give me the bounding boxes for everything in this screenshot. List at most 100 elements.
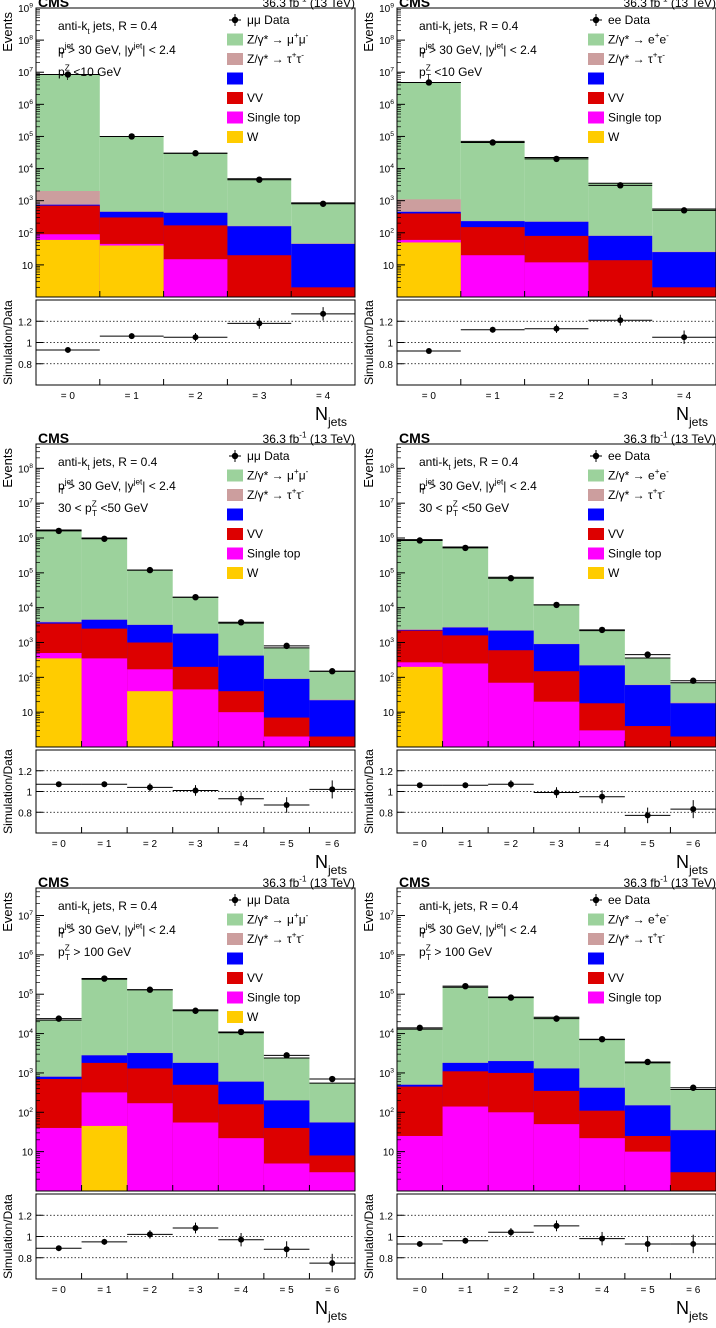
legend-swatch-ttbar <box>588 72 604 85</box>
data-point-2 <box>507 994 515 1001</box>
ratio-point-0 <box>416 782 423 789</box>
data-point-4 <box>680 207 688 214</box>
ratio-ytick-label: 0.8 <box>379 360 393 371</box>
ratio-frame <box>396 299 716 386</box>
legend-label-vv: VV <box>608 527 624 541</box>
xtick-label: = 3 <box>549 839 564 850</box>
legend-swatch-st <box>227 547 243 560</box>
zpt-cut-label: pZ T > 100 GeV <box>58 944 131 962</box>
xtick-label: = 6 <box>686 839 701 850</box>
bar-st-3 <box>533 1124 580 1191</box>
data-point-0 <box>64 71 72 78</box>
xtick-label: = 3 <box>188 1285 203 1296</box>
legend-swatch-zll <box>227 913 243 926</box>
data-point-3 <box>553 601 560 609</box>
legend-label-st: Single top <box>247 547 301 561</box>
ratio-ytick-label: 1.2 <box>379 1211 393 1222</box>
jet-cut-label: pjet T > 30 GeV, |yjet| < 2.4 <box>58 42 176 60</box>
experiment-label: CMS <box>38 0 69 10</box>
ratio-point-1 <box>462 782 469 789</box>
bar-w-0 <box>397 242 461 297</box>
lumi-label: 36.3 fb-1 (13 TeV) <box>263 0 355 10</box>
ratio-point-4 <box>320 310 327 317</box>
data-point-4 <box>237 619 245 626</box>
ytick-label: 106 <box>18 99 33 112</box>
xtick-label: = 4 <box>234 839 249 850</box>
data-point-3 <box>192 593 199 601</box>
xtick-label: = 3 <box>188 839 203 850</box>
ratio-point-5 <box>283 1246 290 1253</box>
jet-cut-label: pjet T > 30 GeV, |yjet| < 2.4 <box>419 42 537 60</box>
xtick-label: = 2 <box>549 391 564 402</box>
ratio-point-0 <box>55 1245 62 1252</box>
ylabel-ratio: Simulation/Data <box>1 300 15 385</box>
bar-st-2 <box>127 1103 173 1191</box>
legend-label-zll: Z/γ* → e+e- <box>608 467 669 482</box>
ytick-label: 106 <box>18 533 33 546</box>
experiment-label: CMS <box>38 430 69 446</box>
xtick-label: = 4 <box>316 391 331 402</box>
data-point-5 <box>644 1058 651 1066</box>
ratio-frame <box>35 1193 356 1280</box>
legend-label-st: Single top <box>247 111 301 125</box>
xtick-label: = 0 <box>52 839 67 850</box>
legend-swatch-ztt <box>588 933 604 945</box>
xtick-label: = 2 <box>143 839 158 850</box>
ytick-label: 106 <box>379 949 394 962</box>
ytick-label: 102 <box>379 227 394 240</box>
ratio-point-2 <box>192 334 199 341</box>
lumi-label: 36.3 fb-1 (13 TeV) <box>624 0 716 10</box>
xtick-label: = 3 <box>252 391 267 402</box>
ratio-ytick-label: 1.2 <box>18 317 32 328</box>
ytick-label: 104 <box>379 163 394 176</box>
ytick-label: 109 <box>18 3 33 16</box>
bar-vv-3 <box>588 260 653 297</box>
ytick-label: 107 <box>18 67 33 80</box>
data-point-4 <box>598 1035 606 1043</box>
bar-w-1 <box>99 245 164 297</box>
xtick-label: = 2 <box>143 1285 158 1296</box>
xtick-label: = 3 <box>613 391 628 402</box>
ratio-point-0 <box>416 1240 423 1247</box>
xtick-label: = 0 <box>52 1285 67 1296</box>
ylabel-ratio: Simulation/Data <box>362 1194 376 1279</box>
bar-w-0 <box>397 666 443 747</box>
data-point-6 <box>329 1075 336 1083</box>
ratio-point-1 <box>462 1237 469 1244</box>
algo-label: anti-kt jets, R = 0.4 <box>58 19 158 36</box>
data-point-1 <box>101 535 108 542</box>
xtick-label: = 0 <box>413 1285 428 1296</box>
legend-swatch-vv <box>588 92 604 104</box>
legend-label-vv: VV <box>247 527 263 541</box>
ylabel-ratio: Simulation/Data <box>1 1194 15 1279</box>
ytick-label: 107 <box>18 498 33 511</box>
ratio-point-6 <box>690 806 697 813</box>
data-point-6 <box>690 1084 697 1091</box>
zpt-cut-label: pZ T <10 GeV <box>419 64 482 82</box>
xlabel: Njets <box>676 404 708 429</box>
ratio-point-3 <box>192 1225 199 1231</box>
data-point-6 <box>329 668 336 675</box>
legend-data-label: ee Data <box>608 449 650 463</box>
ratio-point-1 <box>101 781 108 788</box>
ytick-label: 102 <box>379 1107 394 1120</box>
ratio-ytick-label: 0.8 <box>18 1254 32 1265</box>
bar-st-5 <box>624 1151 671 1191</box>
bar-vv-6 <box>309 736 355 747</box>
bar-vv-3 <box>227 255 292 297</box>
xtick-label: = 2 <box>504 1285 519 1296</box>
ratio-point-1 <box>101 1238 108 1245</box>
ytick-label: 102 <box>18 672 33 685</box>
legend-data-marker <box>592 16 600 24</box>
legend-swatch-vv <box>227 92 243 104</box>
legend-swatch-ztt <box>588 489 604 501</box>
ytick-label: 108 <box>379 35 394 48</box>
legend-swatch-w <box>588 131 604 143</box>
ratio-point-2 <box>146 1231 153 1238</box>
legend-swatch-ttbar <box>588 508 604 521</box>
ytick-label: 107 <box>379 67 394 80</box>
ylabel-main: Events <box>361 448 376 488</box>
legend-swatch-st <box>227 111 243 124</box>
xlabel: Njets <box>315 1298 347 1323</box>
